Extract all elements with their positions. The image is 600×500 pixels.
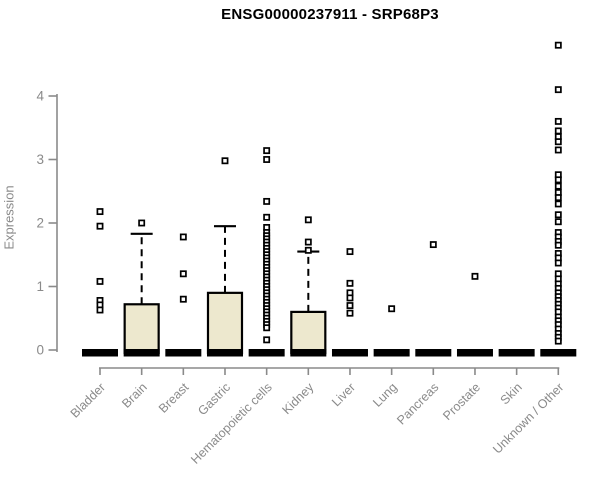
outlier-point [554,194,562,202]
outlier-point [346,309,354,317]
outlier-point [263,324,271,332]
x-tick-label: Gastric [195,380,233,418]
outlier-point [263,197,271,205]
x-tick-label: Unknown / Other [490,380,566,456]
box-group-liver [331,248,368,357]
y-tick-label: 2 [36,216,44,231]
y-axis-label: Expression [1,185,17,250]
median-bar [415,349,452,357]
outlier-point [554,41,562,49]
outlier-point [179,270,187,278]
box-group-skin [498,349,535,357]
box [123,303,160,355]
median-bar [540,349,577,357]
outlier-point [263,147,271,155]
y-tick-label: 4 [36,89,44,104]
box-group-gastric [206,157,244,357]
median-bar [248,349,285,357]
median-bar [373,349,410,357]
x-tick-label: Hematopoietic cells [188,380,275,467]
outlier-point [554,176,562,184]
outlier-point [429,241,437,249]
outlier-point [96,222,104,230]
x-tick-label: Prostate [440,380,483,423]
box [290,310,327,355]
outlier-point [554,200,562,208]
outlier-point [346,248,354,256]
box-group-lung [373,305,410,357]
outlier-point [346,302,354,310]
x-tick-label: Liver [329,380,358,409]
outlier-point [96,306,104,314]
outlier-point [554,259,562,267]
chart-title: ENSG00000237911 - SRP68P3 [221,6,439,23]
outlier-point [346,279,354,287]
outlier-point [346,294,354,302]
box-group-prostate [456,272,493,357]
x-tick-label: Skin [498,380,525,407]
outlier-point [554,218,562,226]
y-tick-label: 0 [36,343,44,358]
outlier-point [554,146,562,154]
outlier-point [304,216,312,224]
median-bar [456,349,493,357]
box-group-kidney [290,216,327,357]
box-group-hematopoietic-cells [248,147,285,357]
outlier-point [304,238,312,246]
median-bar [165,349,202,357]
y-tick-label: 1 [36,279,44,294]
box-group-brain [123,219,160,357]
outlier-point [554,241,562,249]
outlier-point [96,208,104,216]
outlier-point [554,182,562,190]
outlier-point [554,211,562,219]
outlier-point [263,156,271,163]
x-tick-label: Lung [370,380,400,410]
box-group-breast [165,233,202,357]
y-tick-label: 3 [36,152,44,167]
median-bar [123,349,160,357]
outlier-point [179,233,187,241]
y-axis: 0 1 2 3 4 [36,89,58,358]
outlier-point [221,157,229,165]
median-bar [82,349,118,357]
outlier-point [304,246,312,254]
outlier-point [388,305,396,313]
outlier-point [263,336,271,344]
median-bar [206,349,243,357]
outlier-point [96,277,104,285]
median-bar [290,349,327,357]
median-bar [498,349,535,357]
median-bar [331,349,368,357]
box-group-pancreas [415,241,452,357]
x-tick-label: Brain [119,380,150,411]
outlier-point [554,117,562,125]
x-tick-label: Breast [156,380,192,416]
x-tick-label: Bladder [68,380,108,420]
outlier-point [554,337,562,345]
outlier-point [263,213,271,221]
box [206,291,244,355]
x-tick-label: Pancreas [394,380,441,427]
x-tick-label: Kidney [280,380,317,417]
box-group-unknown-other [540,41,577,357]
outlier-point [554,127,562,135]
outlier-point [138,219,146,227]
outlier-point [554,138,562,146]
outlier-point [554,86,562,94]
outlier-point [179,295,187,303]
outlier-point [471,272,479,280]
box-group-bladder [82,208,118,357]
